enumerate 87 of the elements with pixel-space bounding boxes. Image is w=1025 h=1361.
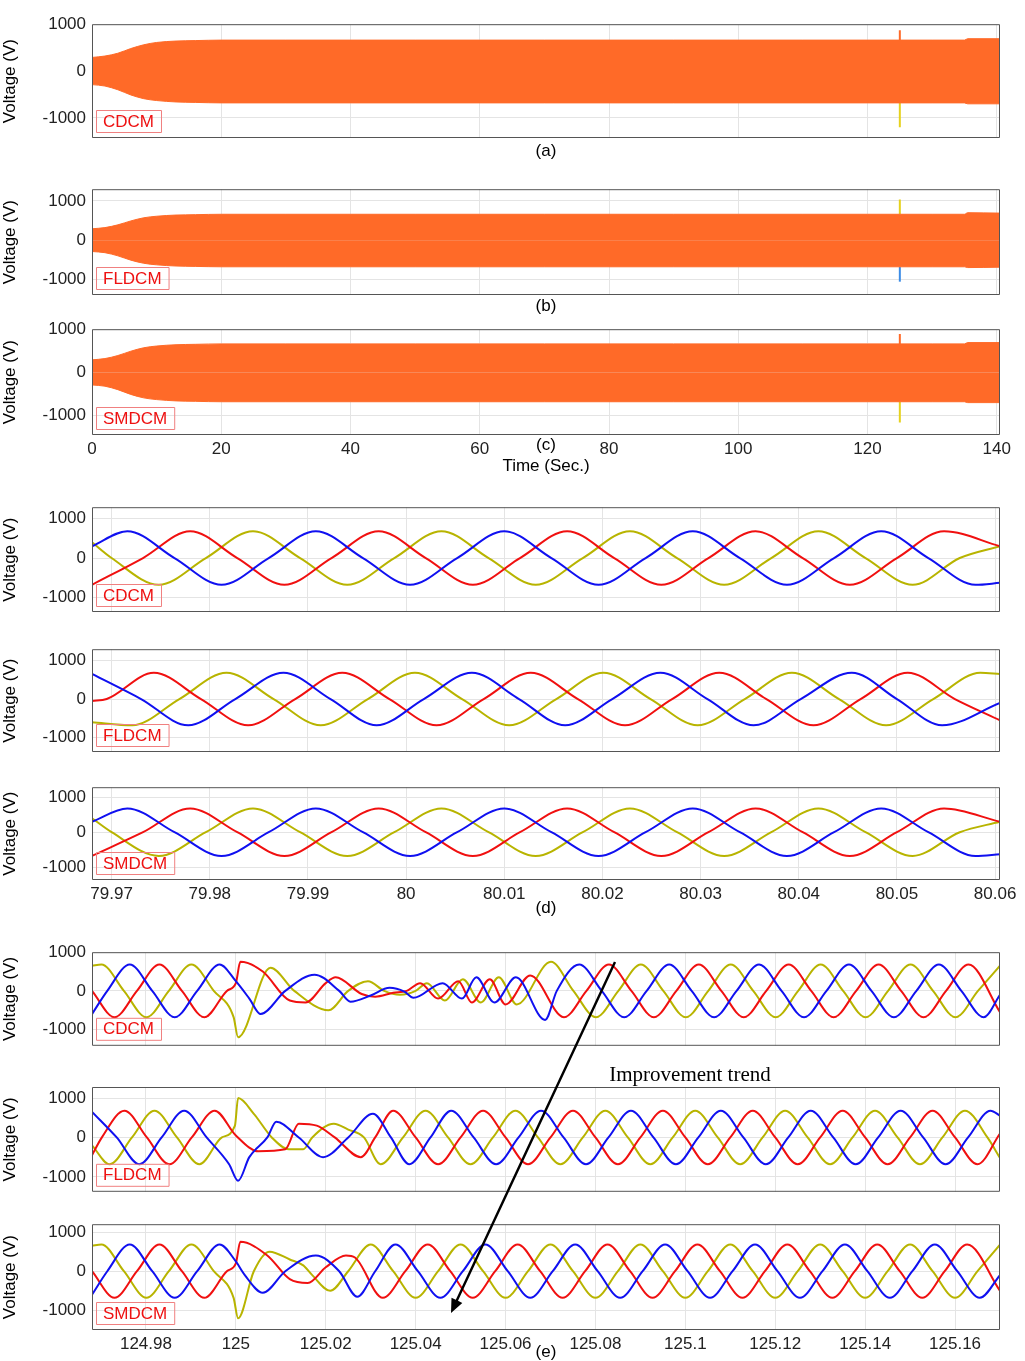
y-tick-label: 1000 <box>48 318 86 338</box>
y-tick-label: 1000 <box>48 13 86 33</box>
y-tick-label: 0 <box>76 547 86 567</box>
text: (d) <box>535 897 557 917</box>
x-tick-label: 80 <box>396 883 416 903</box>
x-tick-label: 125.14 <box>839 1333 892 1353</box>
text: (a) <box>535 140 557 160</box>
y-axis-title: Voltage (V) <box>0 39 19 124</box>
y-axis-title: Voltage (V) <box>0 1097 19 1182</box>
x-tick-label: 80.05 <box>875 883 919 903</box>
x-tick-label: 80.06 <box>973 883 1017 903</box>
annotation: SMDCM <box>103 408 168 428</box>
annotation: FLDCM <box>103 268 162 288</box>
y-axis-title: Voltage (V) <box>0 658 19 743</box>
x-tick-label: 80.04 <box>777 883 821 903</box>
x-tick-label: 120 <box>853 438 882 458</box>
line-series <box>92 960 1000 1039</box>
annotation: SMDCM <box>103 1303 168 1323</box>
x-tick-label: 125 <box>221 1333 251 1353</box>
y-tick-label: -1000 <box>42 587 86 607</box>
line-series <box>92 1243 1000 1320</box>
y-axis-title: Voltage (V) <box>0 340 19 425</box>
y-tick-label: 1000 <box>48 190 86 210</box>
y-tick-label: -1000 <box>42 1019 86 1039</box>
text: (e) <box>535 1341 557 1361</box>
line-series <box>92 1097 1000 1166</box>
annotation: CDCM <box>103 111 154 131</box>
x-tick-label: 100 <box>724 438 753 458</box>
y-tick-label: 1000 <box>48 1087 86 1107</box>
x-tick-label: 40 <box>341 438 360 458</box>
annotation: FLDCM <box>103 1165 162 1185</box>
annotation: (c) <box>536 434 556 454</box>
y-tick-label: -1000 <box>42 107 86 127</box>
y-tick-label: 0 <box>76 688 86 708</box>
x-tick-label: 80 <box>599 438 619 458</box>
y-tick-label: 1000 <box>48 650 86 670</box>
x-tick-label: 80.03 <box>679 883 722 903</box>
x-tick-label: 125.06 <box>479 1333 532 1353</box>
y-tick-label: -1000 <box>42 269 86 289</box>
x-tick-label: 79.98 <box>188 883 232 903</box>
line-series <box>92 807 1000 857</box>
x-tick-label: 125.08 <box>569 1333 622 1353</box>
line-series <box>92 1109 1000 1166</box>
annotation: CDCM <box>103 585 154 605</box>
x-tick-label: 140 <box>982 438 1011 458</box>
x-tick-label: 125.12 <box>749 1333 802 1353</box>
y-tick-label: 1000 <box>48 1221 86 1241</box>
x-tick-label: 80.02 <box>581 883 624 903</box>
y-axis-title: Voltage (V) <box>0 956 19 1042</box>
line-series <box>92 671 1000 727</box>
y-tick-label: 0 <box>76 362 86 382</box>
x-tick-label: 20 <box>211 438 231 458</box>
y-tick-label: 1000 <box>48 941 86 961</box>
annotation: CDCM <box>103 1019 154 1039</box>
x-tick-label: 60 <box>470 438 490 458</box>
x-tick-label: 79.97 <box>90 883 133 903</box>
annotation: SMDCM <box>103 853 168 873</box>
y-tick-label: -1000 <box>42 405 86 425</box>
y-tick-label: 1000 <box>48 787 86 806</box>
annotation: FLDCM <box>103 725 162 745</box>
y-tick-label: 0 <box>76 1127 86 1147</box>
y-tick-label: 0 <box>76 1260 86 1280</box>
y-tick-label: 1000 <box>48 508 86 528</box>
x-tick-label: 79.99 <box>286 883 330 903</box>
y-tick-label: -1000 <box>42 1300 86 1320</box>
x-tick-label: 80.01 <box>483 883 526 903</box>
y-axis-title: Voltage (V) <box>0 1235 19 1320</box>
x-axis-title: Time (Sec.) <box>502 456 590 476</box>
y-axis-title: Voltage (V) <box>0 517 19 602</box>
y-axis-title: Voltage (V) <box>0 791 19 876</box>
y-tick-label: 0 <box>76 229 86 249</box>
y-tick-label: -1000 <box>42 1166 86 1186</box>
y-tick-label: -1000 <box>42 727 86 747</box>
line-series <box>92 530 1000 586</box>
x-tick-label: 125.1 <box>664 1333 707 1353</box>
x-tick-label: 125.02 <box>299 1333 352 1353</box>
y-tick-label: 0 <box>76 60 86 80</box>
y-tick-label: -1000 <box>42 856 86 876</box>
x-tick-label: 125.04 <box>389 1333 442 1353</box>
line-series <box>92 1109 1000 1182</box>
text: (b) <box>535 295 557 315</box>
x-tick-label: 125.16 <box>929 1333 982 1353</box>
y-tick-label: 0 <box>76 821 86 841</box>
y-tick-label: 0 <box>76 980 86 1000</box>
text: Improvement trend <box>609 1061 772 1086</box>
y-axis-title: Voltage (V) <box>0 200 19 285</box>
x-tick-label: 124.98 <box>119 1333 172 1353</box>
